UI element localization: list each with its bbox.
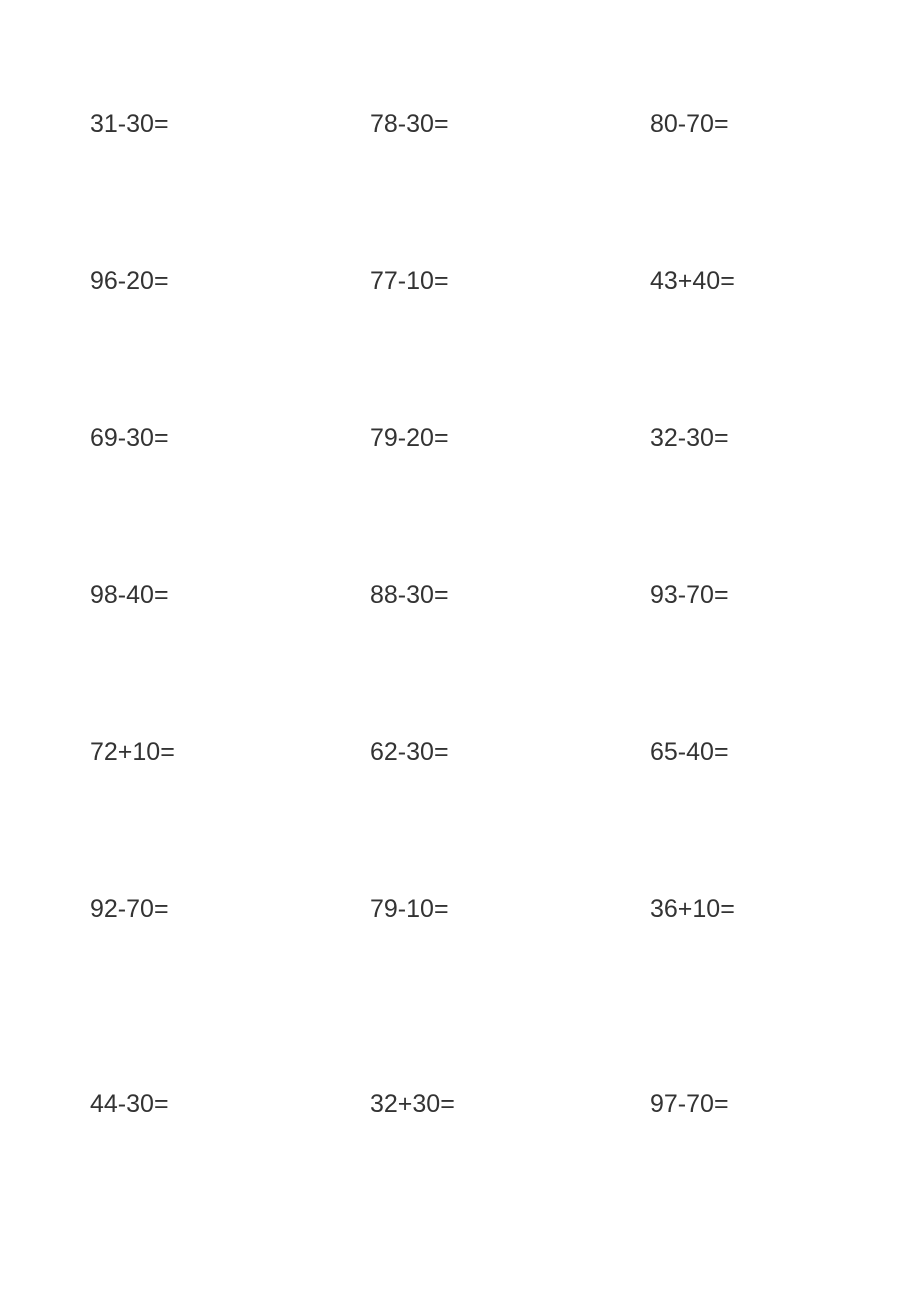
problem-cell: 65-40=	[650, 738, 830, 767]
problem-cell: 98-40=	[90, 581, 270, 610]
problem-cell: 93-70=	[650, 581, 830, 610]
problem-cell: 72+10=	[90, 738, 270, 767]
problem-cell: 97-70=	[650, 1090, 830, 1119]
problem-cell: 78-30=	[370, 110, 550, 139]
problem-cell: 79-20=	[370, 424, 550, 453]
problem-cell: 69-30=	[90, 424, 270, 453]
problem-cell: 79-10=	[370, 895, 550, 924]
problem-cell: 96-20=	[90, 267, 270, 296]
problem-cell: 88-30=	[370, 581, 550, 610]
problem-cell: 31-30=	[90, 110, 270, 139]
problem-cell: 32-30=	[650, 424, 830, 453]
problem-cell: 92-70=	[90, 895, 270, 924]
math-worksheet-grid: 31-30= 78-30= 80-70= 96-20= 77-10= 43+40…	[90, 110, 830, 1119]
problem-cell: 44-30=	[90, 1090, 270, 1119]
problem-cell: 62-30=	[370, 738, 550, 767]
problem-cell: 43+40=	[650, 267, 830, 296]
problem-cell: 32+30=	[370, 1090, 550, 1119]
problem-cell: 77-10=	[370, 267, 550, 296]
problem-cell: 80-70=	[650, 110, 830, 139]
problem-cell: 36+10=	[650, 895, 830, 924]
